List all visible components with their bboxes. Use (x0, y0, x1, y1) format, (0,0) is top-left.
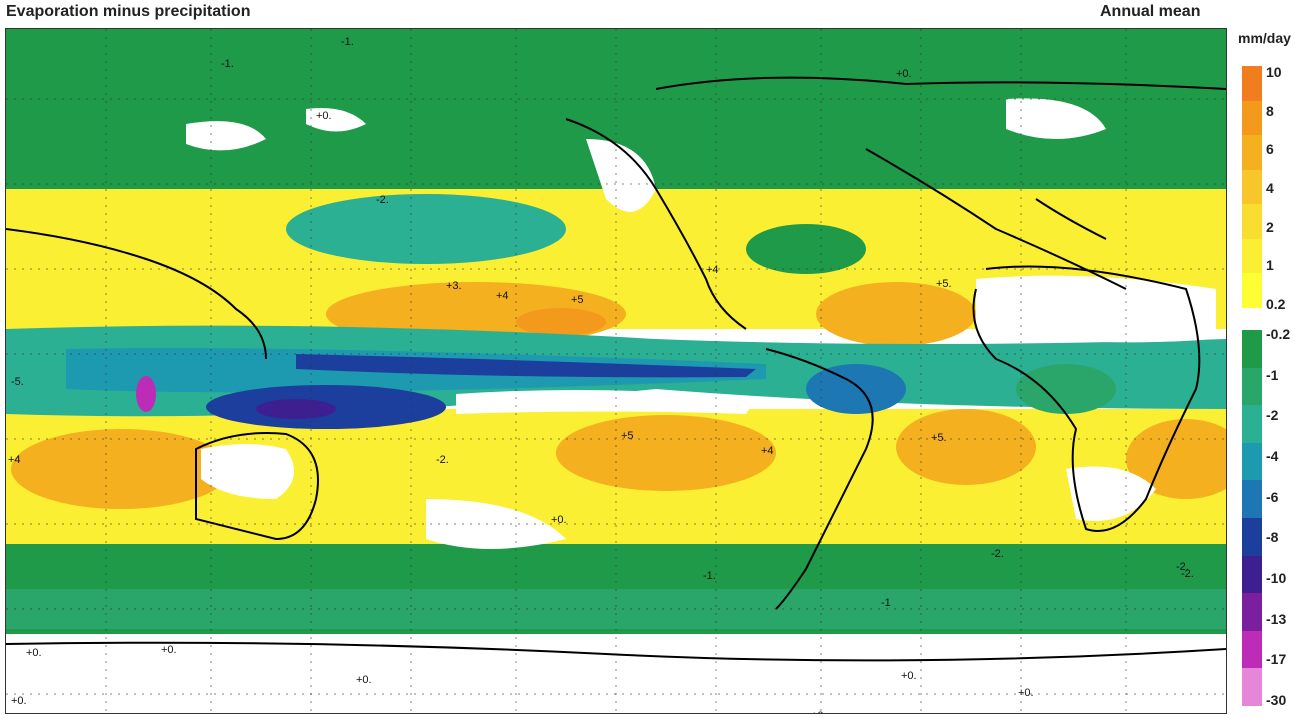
colorbar-segment-positive (1242, 135, 1262, 171)
evaporation-precipitation-map: -1. -1. +0. +0. -2. +3. +4 +5 +4 +5. -5. -2. +5 +4 +5.… (6, 29, 1226, 713)
colorbar-tick-label: 0.2 (1266, 296, 1286, 312)
colorbar-segment-negative (1242, 405, 1262, 444)
north-atlantic-dry-core (816, 282, 976, 346)
colorbar-tick-label: 8 (1266, 102, 1274, 119)
colorbar-segment-negative (1242, 330, 1262, 368)
colorbar-segment-negative (1242, 480, 1262, 519)
contour-label: +0. (356, 674, 372, 686)
contour-label: +4 (496, 290, 509, 302)
period-label: Annual mean (1100, 3, 1201, 20)
antarctica-coastline (6, 641, 1226, 662)
map-panel: -1. -1. +0. +0. -2. +3. +4 +5 +4 +5. -5. -2. +5 +4 +5.… (5, 28, 1227, 714)
colorbar-tick-label: -1 (1266, 366, 1279, 383)
colorbar-tick-label: -4 (1266, 448, 1279, 464)
contour-label: +4 (706, 264, 719, 276)
arctic-white-patch-2 (306, 108, 366, 132)
contour-label: +5 (621, 430, 634, 442)
contour-label: +0. (1018, 687, 1034, 699)
colorbar-segment-negative (1242, 442, 1262, 481)
contour-label: +0. (26, 647, 42, 659)
southern-africa-white-region (1066, 466, 1156, 521)
colorbar-segment-negative (1242, 593, 1262, 632)
contour-label: +5 (571, 294, 584, 306)
contour-label: +0. (316, 110, 332, 122)
north-atlantic-wet-region (746, 224, 866, 274)
contour-labels: -1. -1. +0. +0. -2. +3. +4 +5 +4 +5. -5. -2. +5 +4 +5.… (8, 36, 1194, 713)
colorbar-tick-label: -8 (1266, 529, 1279, 546)
colorbar-tick-label: -13 (1266, 610, 1287, 627)
colorbar-segment-positive (1242, 169, 1262, 205)
colorbar-tick-label: 6 (1266, 141, 1274, 158)
colorbar-segment-negative (1242, 668, 1262, 707)
contour-label: +4 (8, 454, 21, 466)
africa-coastline (972, 265, 1201, 532)
colorbar-segment-positive (1242, 238, 1262, 274)
north-pacific-inner-core (516, 308, 606, 336)
tropical-eastern-pacific-white-band (456, 390, 756, 414)
amazon-wet-core (806, 364, 906, 414)
colorbar-segment-positive (1242, 204, 1262, 240)
colorbar-tick-label: 1 (1266, 257, 1274, 274)
contour-label: -2. (436, 454, 449, 466)
colorbar-tick-label: -17 (1266, 651, 1287, 668)
australia-white-region (201, 444, 294, 499)
contour-label: +4 (761, 445, 774, 457)
south-atlantic-dry-core (896, 409, 1036, 485)
graticule (6, 29, 1226, 713)
contour-label: +3. (446, 280, 462, 292)
colorbar-tick-label: 2 (1266, 218, 1274, 235)
colorbar-tick-label: 10 (1266, 64, 1282, 80)
colorbar-segment-negative (1242, 555, 1262, 594)
contour-label: -1. (703, 570, 716, 582)
arctic-white-patch-1 (186, 121, 266, 151)
contour-label: +0. (811, 710, 827, 713)
contour-label: -1. (341, 36, 354, 48)
south-america-coastline (765, 348, 874, 610)
colorbar-tick-label: -30 (1266, 692, 1287, 708)
colorbar-tick-label: -0.2 (1266, 326, 1291, 342)
colorbar-segment-positive (1242, 273, 1262, 309)
chart-title: Evaporation minus precipitation (6, 3, 251, 20)
contour-label: -2. (991, 548, 1004, 560)
contour-label: -1 (881, 597, 891, 609)
central-africa-wet-core (1016, 364, 1116, 414)
contour-label: +0. (901, 670, 917, 682)
asia-southern-coastline (6, 228, 267, 360)
contour-label: -2. (1181, 568, 1194, 580)
contour-label: +0. (896, 68, 912, 80)
sahara-white-region (976, 275, 1216, 343)
colorbar-segment-positive (1242, 100, 1262, 136)
colorbar-tick-label: 4 (1266, 180, 1274, 196)
colorbar-tick-label: -6 (1266, 488, 1279, 505)
contour-label: -5. (11, 376, 24, 388)
south-indian-dry-core (11, 429, 231, 509)
contour-label: +0. (551, 514, 567, 526)
contour-label: +5. (936, 278, 952, 290)
warm-pool-core (256, 399, 336, 419)
contour-label: +5. (931, 432, 947, 444)
contour-label: +0. (161, 644, 177, 656)
colorbar-tick-label: -2 (1266, 407, 1279, 424)
itcz-pacific-deep (296, 354, 756, 378)
maritime-continent-core (136, 376, 156, 412)
contour-label: -2. (376, 194, 389, 206)
antarctic-edge-white-1 (336, 665, 526, 693)
australia-coastline (195, 432, 319, 541)
europe-white-patch (1006, 98, 1106, 139)
south-pacific-dry-core (556, 415, 776, 491)
north-america-coastline (565, 118, 747, 330)
contour-label: -1. (221, 58, 234, 70)
contour-label: +0. (11, 695, 27, 707)
colorbar-segment-negative (1242, 630, 1262, 669)
colorbar-segment-negative (1242, 367, 1262, 406)
north-america-white-patch (586, 139, 656, 212)
colorbar-tick-label: -10 (1266, 570, 1287, 586)
contour-label: -2. (1176, 561, 1189, 573)
colorbar-segment-negative (1242, 518, 1262, 556)
north-pacific-wet-region (286, 194, 566, 264)
colorbar-segment-positive (1242, 66, 1262, 101)
colorbar-units: mm/day (1238, 30, 1291, 46)
